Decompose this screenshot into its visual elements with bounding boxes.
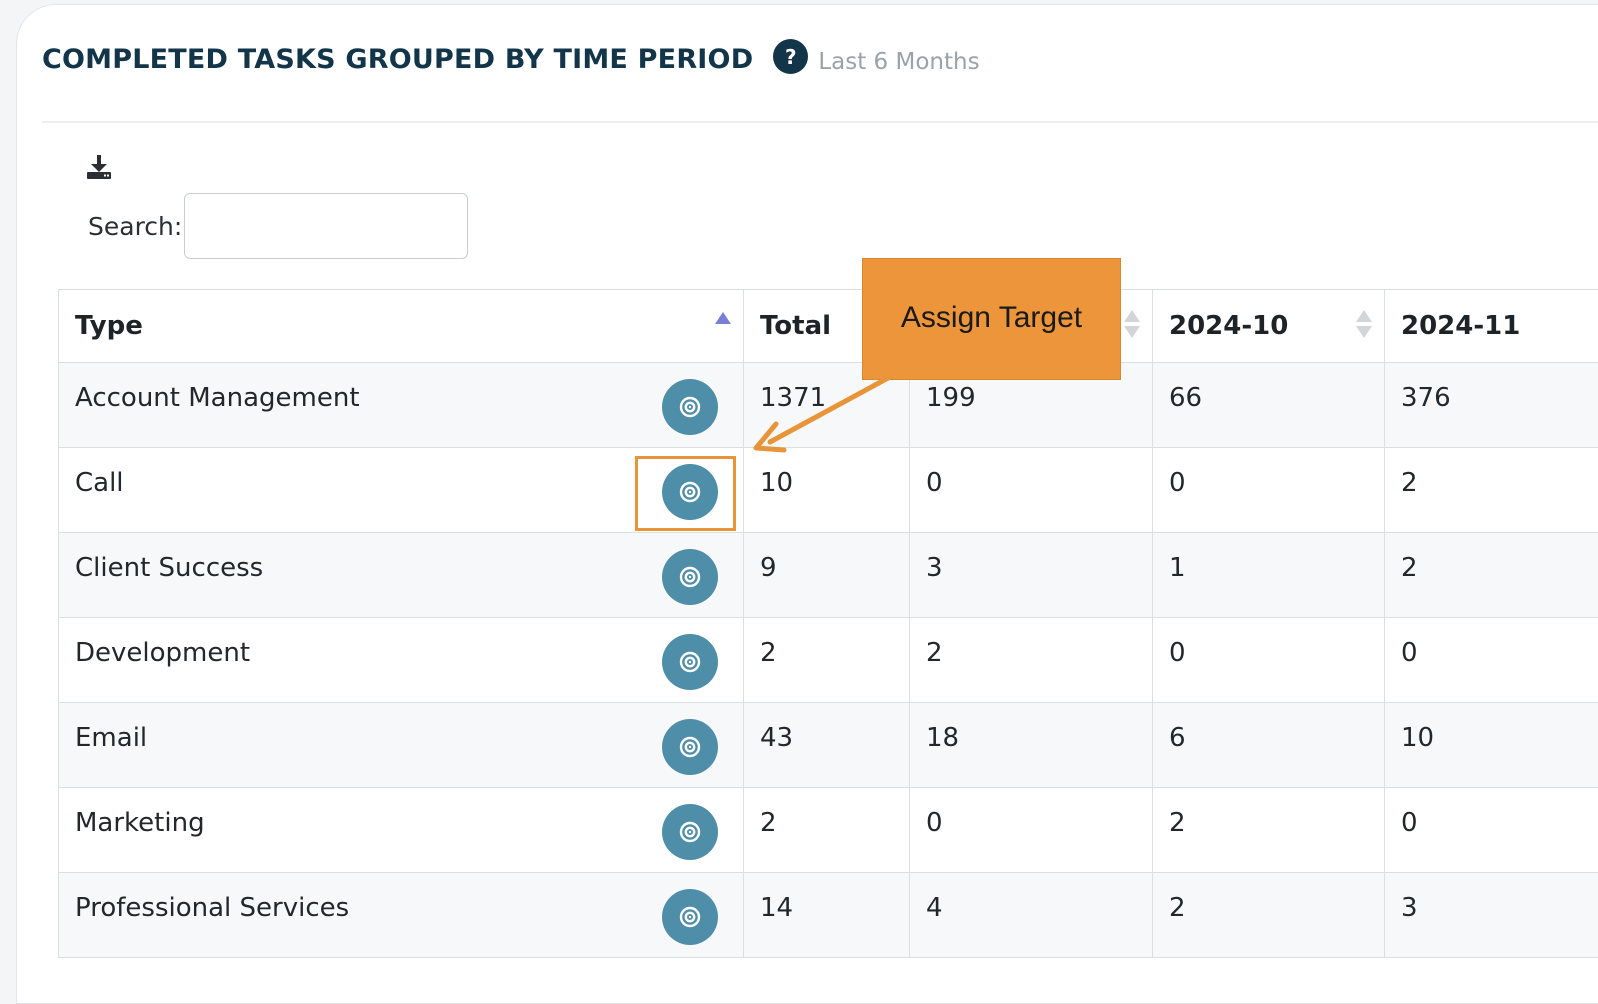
assign-target-button[interactable] (662, 889, 718, 945)
cell-type: Call (59, 448, 744, 533)
type-label: Call (75, 468, 124, 498)
search-bar: Search: (88, 193, 468, 259)
tasks-table: Type Total 2024-10 2024-11 Account Manag… (58, 289, 1598, 958)
cell-value: 2 (744, 618, 910, 703)
target-icon (678, 565, 702, 589)
cell-value: 2 (1385, 533, 1598, 618)
cell-type: Client Success (59, 533, 744, 618)
cell-value: 3 (910, 533, 1153, 618)
cell-type: Account Management (59, 363, 744, 448)
search-input[interactable] (184, 193, 468, 259)
column-header-type[interactable]: Type (59, 290, 744, 363)
target-icon (678, 650, 702, 674)
table-header-row: Type Total 2024-10 2024-11 (59, 290, 1598, 363)
type-label: Email (75, 723, 147, 753)
cell-value: 0 (1153, 618, 1385, 703)
assign-target-callout: Assign Target (862, 258, 1121, 380)
type-label: Account Management (75, 383, 360, 413)
cell-value: 376 (1385, 363, 1598, 448)
cell-value: 0 (1153, 448, 1385, 533)
assign-target-button[interactable] (662, 719, 718, 775)
cell-value: 14 (744, 873, 910, 958)
cell-value: 0 (1385, 788, 1598, 873)
cell-value: 2 (910, 618, 1153, 703)
cell-value: 10 (744, 448, 910, 533)
cell-value: 0 (1385, 618, 1598, 703)
cell-value: 10 (1385, 703, 1598, 788)
type-label: Client Success (75, 553, 263, 583)
cell-value: 43 (744, 703, 910, 788)
cell-type: Email (59, 703, 744, 788)
assign-target-button[interactable] (662, 804, 718, 860)
cell-value: 3 (1385, 873, 1598, 958)
cell-value: 2 (1385, 448, 1598, 533)
cell-value: 4 (910, 873, 1153, 958)
assign-target-button[interactable] (662, 549, 718, 605)
cell-value: 2 (1153, 788, 1385, 873)
target-icon (678, 905, 702, 929)
target-icon (678, 480, 702, 504)
column-header-2024-10[interactable]: 2024-10 (1153, 290, 1385, 363)
type-label: Marketing (75, 808, 205, 838)
cell-type: Development (59, 618, 744, 703)
cell-type: Professional Services (59, 873, 744, 958)
download-icon[interactable] (86, 154, 112, 180)
target-icon (678, 820, 702, 844)
assign-target-button[interactable] (662, 634, 718, 690)
assign-target-button[interactable] (662, 379, 718, 435)
cell-value: 2 (1153, 873, 1385, 958)
target-icon (678, 395, 702, 419)
cell-value: 1 (1153, 533, 1385, 618)
search-label: Search: (88, 212, 182, 241)
assign-target-button[interactable] (662, 464, 718, 520)
cell-value: 9 (744, 533, 910, 618)
type-label: Development (75, 638, 250, 668)
column-header-2024-11[interactable]: 2024-11 (1385, 290, 1598, 363)
header-divider (42, 121, 1598, 123)
type-label: Professional Services (75, 893, 349, 923)
period-subtitle: Last 6 Months (818, 49, 979, 75)
sort-asc-icon (715, 312, 731, 324)
cell-value: 6 (1153, 703, 1385, 788)
page-title: COMPLETED TASKS GROUPED BY TIME PERIOD (42, 44, 753, 75)
cell-value: 66 (1153, 363, 1385, 448)
cell-value: 18 (910, 703, 1153, 788)
report-header: COMPLETED TASKS GROUPED BY TIME PERIOD ?… (42, 44, 980, 75)
cell-type: Marketing (59, 788, 744, 873)
cell-value: 0 (910, 448, 1153, 533)
cell-value: 2 (744, 788, 910, 873)
target-icon (678, 735, 702, 759)
sort-icon (1124, 310, 1140, 342)
help-icon[interactable]: ? (773, 39, 808, 74)
sort-icon (1356, 310, 1372, 342)
cell-value: 0 (910, 788, 1153, 873)
